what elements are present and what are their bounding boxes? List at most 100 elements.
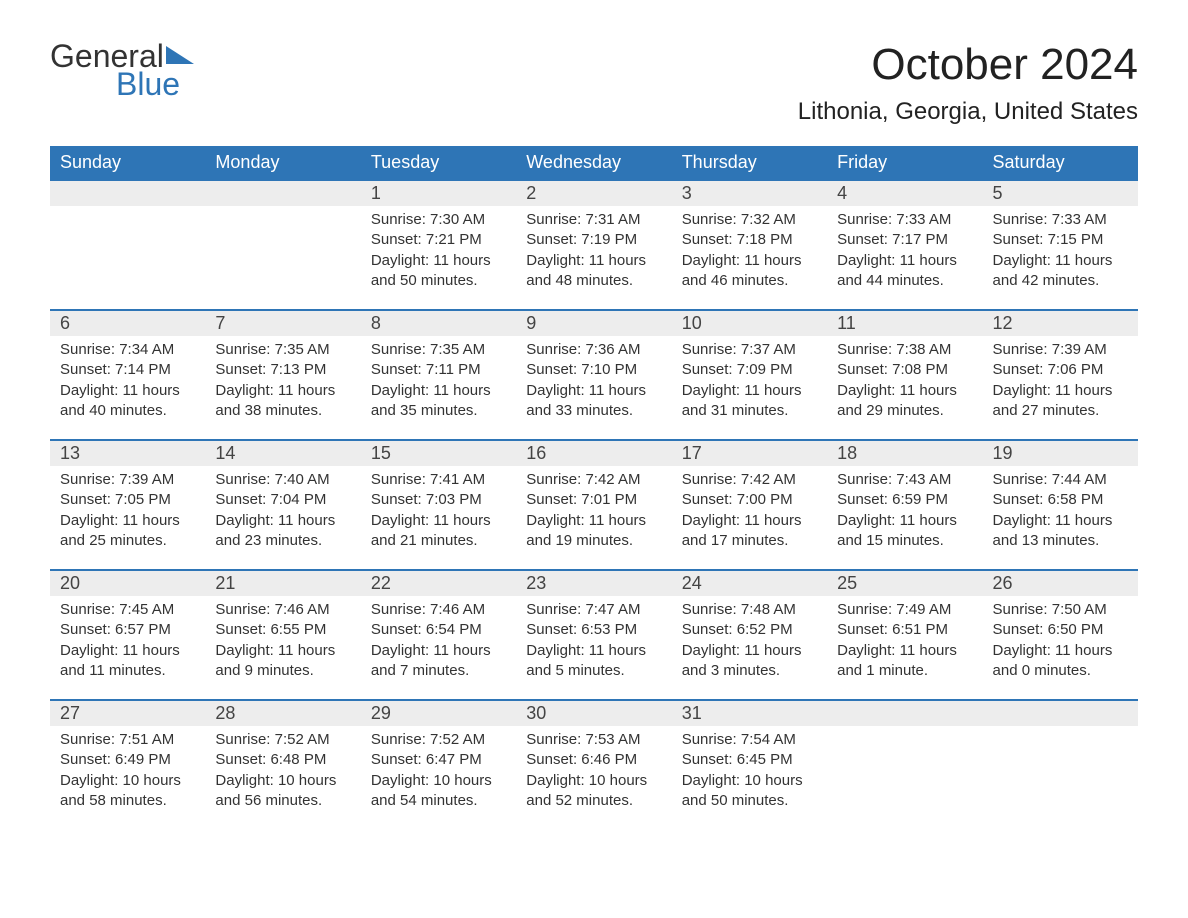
day-body: Sunrise: 7:49 AMSunset: 6:51 PMDaylight:… [827,596,982,691]
daylight-line: Daylight: 11 hours and 9 minutes. [215,641,350,682]
sunset-line: Sunset: 7:04 PM [215,490,350,510]
calendar-cell: 26Sunrise: 7:50 AMSunset: 6:50 PMDayligh… [983,569,1138,699]
day-body: Sunrise: 7:50 AMSunset: 6:50 PMDaylight:… [983,596,1138,691]
day-number: 10 [682,313,702,333]
sunset-line: Sunset: 7:00 PM [682,490,817,510]
daylight-line: Daylight: 11 hours and 27 minutes. [993,381,1128,422]
daylight-line: Daylight: 11 hours and 13 minutes. [993,511,1128,552]
sunset-line: Sunset: 6:45 PM [682,750,817,770]
calendar-cell: 27Sunrise: 7:51 AMSunset: 6:49 PMDayligh… [50,699,205,829]
sunset-line: Sunset: 7:06 PM [993,360,1128,380]
daylight-line: Daylight: 11 hours and 7 minutes. [371,641,506,682]
sunset-line: Sunset: 6:48 PM [215,750,350,770]
day-number-bar: 29 [361,699,516,726]
sunset-line: Sunset: 6:59 PM [837,490,972,510]
logo-flag-icon [166,46,194,66]
day-body: Sunrise: 7:52 AMSunset: 6:47 PMDaylight:… [361,726,516,821]
day-number-bar: 28 [205,699,360,726]
calendar-cell: 29 Sunrise: 7:52 AMSunset: 6:47 PMDayligh… [361,699,516,829]
day-number: 6 [60,313,70,333]
daylight-line: Daylight: 11 hours and 23 minutes. [215,511,350,552]
sunrise-line: Sunrise: 7:34 AM [60,340,195,360]
sunset-line: Sunset: 7:19 PM [526,230,661,250]
day-body-empty [827,726,982,806]
day-number-bar: 11 [827,309,982,336]
day-number: 29 [371,703,391,723]
calendar-cell: 8Sunrise: 7:35 AMSunset: 7:11 PMDaylight… [361,309,516,439]
day-number-bar: 12 [983,309,1138,336]
day-number: 4 [837,183,847,203]
day-body: Sunrise: 7:41 AMSunset: 7:03 PMDaylight:… [361,466,516,561]
day-number: 13 [60,443,80,463]
sunrise-line: Sunrise: 7:36 AM [526,340,661,360]
sunset-line: Sunset: 7:09 PM [682,360,817,380]
sunrise-line: Sunrise: 7:44 AM [993,470,1128,490]
day-number: 3 [682,183,692,203]
sunset-line: Sunset: 7:14 PM [60,360,195,380]
day-number-bar [827,699,982,726]
sunset-line: Sunset: 7:13 PM [215,360,350,380]
calendar-cell: 6 Sunrise: 7:34 AMSunset: 7:14 PMDaylight… [50,309,205,439]
daylight-line: Daylight: 11 hours and 44 minutes. [837,251,972,292]
sunset-line: Sunset: 6:49 PM [60,750,195,770]
day-body: Sunrise: 7:31 AMSunset: 7:19 PMDaylight:… [516,206,671,301]
day-body: Sunrise: 7:39 AMSunset: 7:06 PMDaylight:… [983,336,1138,431]
daylight-line: Daylight: 11 hours and 40 minutes. [60,381,195,422]
daylight-line: Daylight: 11 hours and 46 minutes. [682,251,817,292]
sunrise-line: Sunrise: 7:48 AM [682,600,817,620]
daylight-line: Daylight: 11 hours and 19 minutes. [526,511,661,552]
day-number-bar [205,179,360,206]
sunrise-line: Sunrise: 7:45 AM [60,600,195,620]
day-header: Wednesday [516,146,671,179]
day-body: Sunrise: 7:53 AMSunset: 6:46 PMDaylight:… [516,726,671,821]
sunrise-line: Sunrise: 7:52 AM [371,730,506,750]
day-body: Sunrise: 7:32 AMSunset: 7:18 PMDaylight:… [672,206,827,301]
day-number: 20 [60,573,80,593]
day-number: 12 [993,313,1013,333]
daylight-line: Daylight: 11 hours and 35 minutes. [371,381,506,422]
day-number: 22 [371,573,391,593]
calendar-table: Sunday Monday Tuesday Wednesday Thursday… [50,146,1138,829]
day-body: Sunrise: 7:46 AMSunset: 6:55 PMDaylight:… [205,596,360,691]
sunset-line: Sunset: 6:52 PM [682,620,817,640]
daylight-line: Daylight: 11 hours and 3 minutes. [682,641,817,682]
day-header: Thursday [672,146,827,179]
day-body: Sunrise: 7:48 AMSunset: 6:52 PMDaylight:… [672,596,827,691]
sunrise-line: Sunrise: 7:31 AM [526,210,661,230]
calendar-cell: 14Sunrise: 7:40 AMSunset: 7:04 PMDayligh… [205,439,360,569]
calendar-cell [827,699,982,829]
sunrise-line: Sunrise: 7:42 AM [526,470,661,490]
sunrise-line: Sunrise: 7:46 AM [215,600,350,620]
sunrise-line: Sunrise: 7:46 AM [371,600,506,620]
daylight-line: Daylight: 11 hours and 1 minute. [837,641,972,682]
daylight-line: Daylight: 11 hours and 42 minutes. [993,251,1128,292]
calendar-cell: 30Sunrise: 7:53 AMSunset: 6:46 PMDayligh… [516,699,671,829]
day-number: 21 [215,573,235,593]
daylight-line: Daylight: 11 hours and 11 minutes. [60,641,195,682]
day-body: Sunrise: 7:37 AMSunset: 7:09 PMDaylight:… [672,336,827,431]
sunset-line: Sunset: 7:01 PM [526,490,661,510]
day-body-empty [205,206,360,286]
sunset-line: Sunset: 7:11 PM [371,360,506,380]
day-header: Tuesday [361,146,516,179]
sunrise-line: Sunrise: 7:43 AM [837,470,972,490]
calendar-cell: 24Sunrise: 7:48 AMSunset: 6:52 PMDayligh… [672,569,827,699]
calendar-cell [205,179,360,309]
daylight-line: Daylight: 11 hours and 0 minutes. [993,641,1128,682]
sunrise-line: Sunrise: 7:35 AM [215,340,350,360]
day-body: Sunrise: 7:40 AMSunset: 7:04 PMDaylight:… [205,466,360,561]
calendar-cell: 18Sunrise: 7:43 AMSunset: 6:59 PMDayligh… [827,439,982,569]
calendar-cell: 16Sunrise: 7:42 AMSunset: 7:01 PMDayligh… [516,439,671,569]
day-number-bar: 26 [983,569,1138,596]
day-body: Sunrise: 7:34 AMSunset: 7:14 PMDaylight:… [50,336,205,431]
calendar-cell: 9Sunrise: 7:36 AMSunset: 7:10 PMDaylight… [516,309,671,439]
sunrise-line: Sunrise: 7:40 AM [215,470,350,490]
daylight-line: Daylight: 11 hours and 31 minutes. [682,381,817,422]
day-header: Saturday [983,146,1138,179]
day-number-bar: 25 [827,569,982,596]
sunrise-line: Sunrise: 7:51 AM [60,730,195,750]
day-number-bar: 4 [827,179,982,206]
calendar-cell: 2Sunrise: 7:31 AMSunset: 7:19 PMDaylight… [516,179,671,309]
sunrise-line: Sunrise: 7:38 AM [837,340,972,360]
daylight-line: Daylight: 11 hours and 5 minutes. [526,641,661,682]
